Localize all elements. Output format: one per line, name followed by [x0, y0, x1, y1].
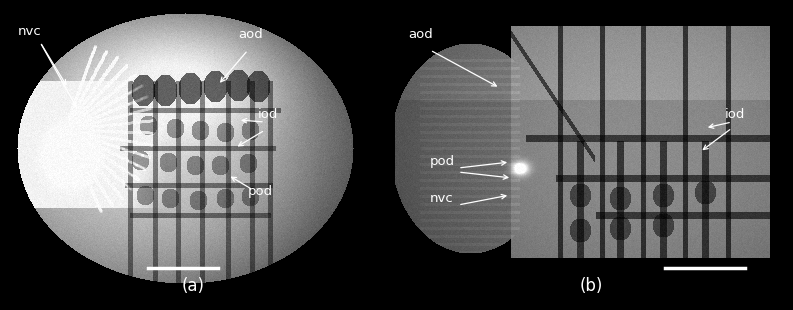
Text: (a): (a) [182, 277, 205, 295]
Text: iod: iod [725, 108, 745, 121]
Text: pod: pod [248, 185, 273, 198]
Text: pod: pod [430, 155, 455, 168]
Text: iod: iod [258, 108, 278, 121]
Text: aod: aod [408, 28, 433, 41]
Text: nvc: nvc [430, 192, 454, 205]
Text: nvc: nvc [18, 25, 42, 38]
Text: aod: aod [238, 28, 262, 41]
Text: (b): (b) [580, 277, 603, 295]
